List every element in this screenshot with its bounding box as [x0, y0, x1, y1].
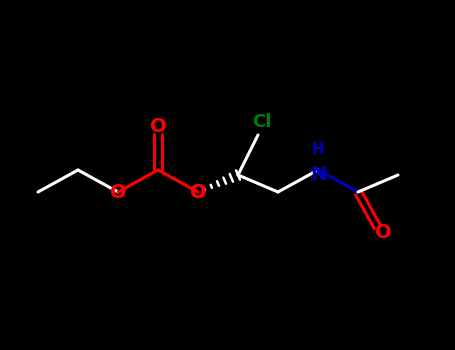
Text: O: O: [190, 183, 206, 203]
Text: N: N: [310, 164, 326, 183]
Text: O: O: [110, 183, 126, 203]
Text: H: H: [312, 142, 324, 158]
Text: O: O: [190, 183, 206, 203]
Text: O: O: [374, 223, 391, 241]
Text: O: O: [150, 117, 167, 135]
Text: Cl: Cl: [253, 113, 272, 131]
